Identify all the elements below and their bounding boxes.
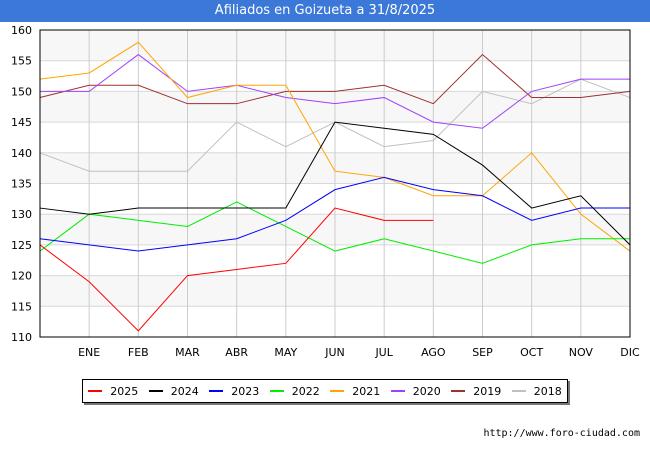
series-line-2021 [39, 41, 631, 252]
x-tick-label: ENE [78, 346, 100, 359]
x-tick-label: AGO [421, 346, 446, 359]
y-tick-label: 160 [11, 24, 32, 37]
legend-item-2023: 2023 [209, 385, 259, 398]
x-tick-label: MAR [175, 346, 200, 359]
x-tick-label: NOV [569, 346, 594, 359]
x-tick-label: JUN [324, 346, 345, 359]
legend-item-2021: 2021 [330, 385, 380, 398]
series-line-2019 [39, 53, 631, 105]
legend-label: 2025 [110, 384, 139, 398]
y-tick-label: 145 [11, 116, 32, 129]
y-tick-label: 115 [11, 300, 32, 313]
chart-title: Afiliados en Goizueta a 31/8/2025 [0, 0, 650, 22]
y-tick-label: 110 [11, 331, 32, 344]
legend-swatch [269, 390, 284, 392]
y-tick-label: 140 [11, 147, 32, 160]
legend-label: 2020 [412, 384, 441, 398]
legend-item-2022: 2022 [269, 384, 320, 398]
legend-item-2024: 2024 [148, 384, 199, 398]
y-tick-label: 155 [11, 55, 32, 68]
legend-swatch [511, 390, 526, 392]
legend-label: 2022 [291, 384, 320, 398]
legend-item-2019: 2019 [451, 385, 501, 398]
series-line-2023 [39, 176, 630, 252]
y-tick-label: 150 [11, 85, 32, 98]
legend-label: 2024 [170, 384, 199, 398]
footer-url[interactable]: http://www.foro-ciudad.com [483, 428, 640, 439]
legend-swatch [209, 390, 224, 392]
x-tick-label: MAY [274, 346, 297, 359]
legend-swatch [88, 390, 103, 392]
legend-swatch [148, 390, 163, 392]
y-tick-label: 130 [11, 208, 32, 221]
series-line-2022 [39, 201, 630, 264]
legend-swatch [330, 390, 345, 392]
series-line-2024 [39, 121, 631, 246]
x-tick-label: ABR [225, 346, 248, 359]
legend-label: 2018 [533, 384, 562, 398]
x-tick-label: SEP [472, 346, 493, 359]
legend: 2025 2024 2023 2022 2021 2020 2019 2018 [82, 379, 568, 403]
y-tick-label: 120 [11, 270, 32, 283]
legend-label: 2019 [473, 384, 502, 398]
x-tick-label: JUL [374, 346, 393, 359]
y-tick-label: 125 [11, 239, 32, 252]
legend-swatch [451, 390, 466, 392]
plot-frame [39, 29, 631, 338]
x-tick-label: DIC [620, 346, 640, 359]
y-tick-label: 135 [11, 178, 32, 191]
series-line-2025 [39, 207, 434, 332]
legend-swatch [390, 390, 405, 392]
legend-label: 2021 [352, 384, 381, 398]
legend-item-2020: 2020 [390, 384, 441, 398]
legend-label: 2023 [231, 384, 260, 398]
x-tick-label: FEB [128, 346, 149, 359]
legend-item-2025: 2025 [88, 385, 138, 398]
series-line-2020 [40, 53, 630, 129]
x-tick-label: OCT [520, 346, 543, 359]
legend-item-2018: 2018 [511, 384, 562, 398]
